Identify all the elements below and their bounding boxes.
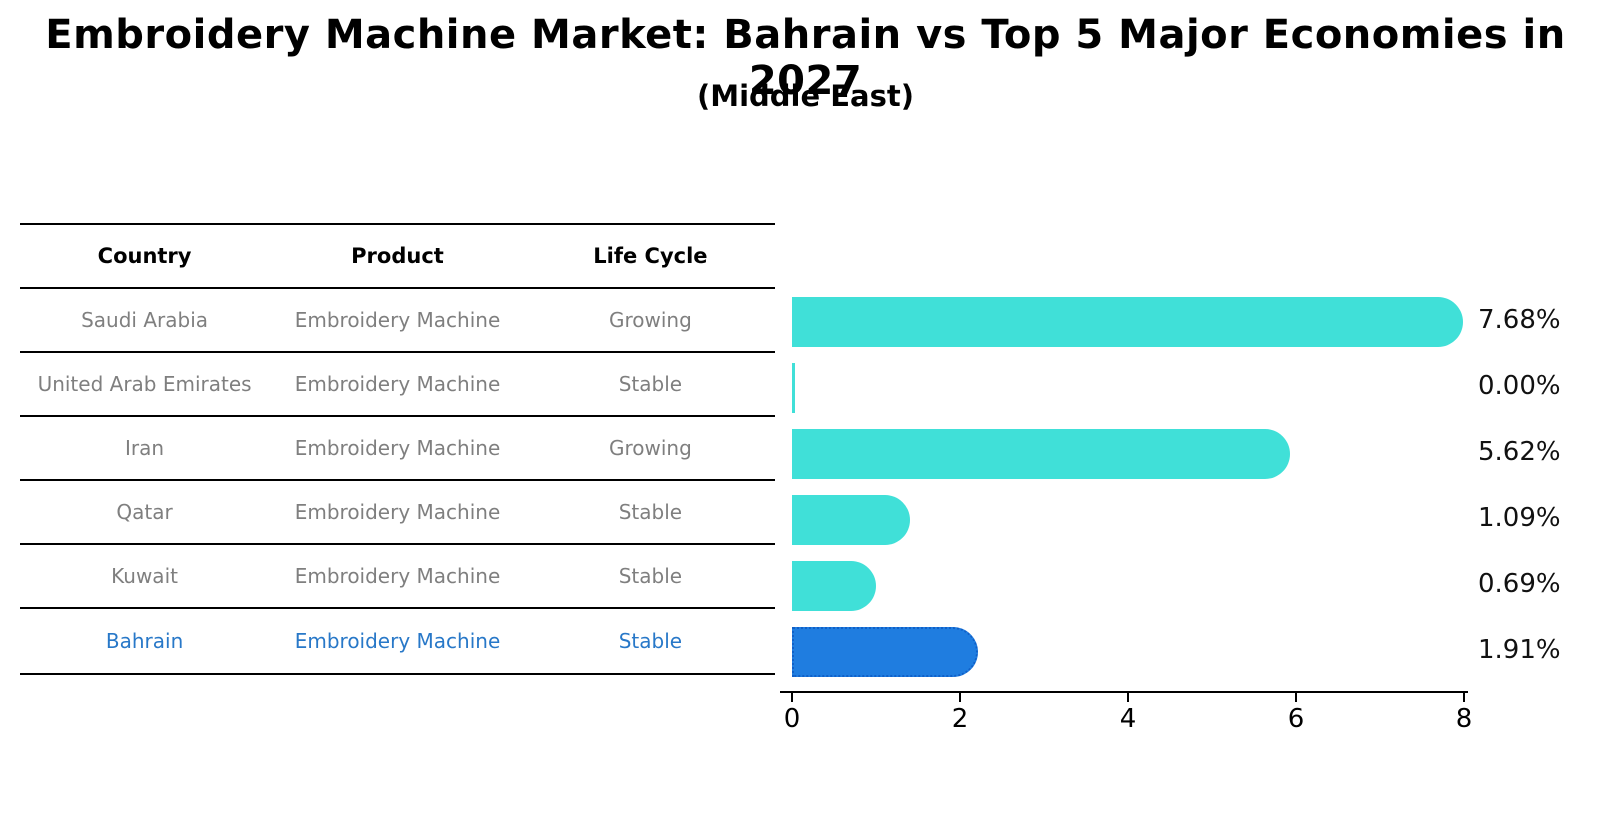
cell-country: United Arab Emirates [37,372,252,396]
value-label-iran: 5.62% [1478,437,1561,467]
value-label-united-arab-emirates: 0.00% [1478,371,1561,401]
table-row-united-arab-emirates: United Arab Emirates Embroidery Machine St… [20,353,775,417]
cell-product: Embroidery Machine [294,564,501,588]
x-tick-label-2: 2 [951,704,969,734]
country-table: Country Product Life Cycle Saudi Arabia E… [20,223,775,675]
cell-life-cycle: Stable [618,500,683,524]
cell-country: Bahrain [105,629,184,653]
table-row-kuwait: Kuwait Embroidery Machine Stable [20,545,775,609]
column-header-product: Product [351,244,444,268]
table-header-row: Country Product Life Cycle [20,225,775,289]
bar-qatar [792,495,910,545]
cell-product: Embroidery Machine [294,629,501,653]
value-label-kuwait: 0.69% [1478,569,1561,599]
value-label-qatar: 1.09% [1478,503,1561,533]
x-tick-mark-8 [1463,692,1465,702]
cell-country: Saudi Arabia [81,308,209,332]
x-tick-mark-2 [959,692,961,702]
cell-country: Qatar [116,500,173,524]
table-body: Saudi Arabia Embroidery Machine Growing Uni… [20,289,775,673]
column-header-life-cycle: Life Cycle [593,244,708,268]
cell-life-cycle: Stable [618,564,683,588]
cell-product: Embroidery Machine [294,372,501,396]
cell-product: Embroidery Machine [294,436,501,460]
x-tick-mark-6 [1295,692,1297,702]
cell-life-cycle: Growing [608,436,692,460]
cell-life-cycle: Stable [618,372,683,396]
value-label-saudi-arabia: 7.68% [1478,305,1561,335]
cell-country: Kuwait [111,564,178,588]
bar-kuwait [792,561,876,611]
column-header-country: Country [97,244,192,268]
cell-product: Embroidery Machine [294,500,501,524]
chart-title: Embroidery Machine Market: Bahrain vs To… [45,12,1566,104]
bar-bahrain [792,627,979,677]
cell-life-cycle: Growing [608,308,692,332]
bar-united-arab-emirates [792,363,795,413]
chart-subtitle: (Middle East) [696,79,915,113]
table-row-bahrain: Bahrain Embroidery Machine Stable [20,609,775,673]
value-label-bahrain: 1.91% [1478,635,1561,665]
x-tick-mark-4 [1127,692,1129,702]
cell-life-cycle: Stable [618,629,683,653]
x-tick-label-4: 4 [1119,704,1137,734]
table-row-saudi-arabia: Saudi Arabia Embroidery Machine Growing [20,289,775,353]
table-row-qatar: Qatar Embroidery Machine Stable [20,481,775,545]
bar-saudi-arabia [792,297,1464,347]
cell-country: Iran [125,436,165,460]
x-tick-label-8: 8 [1455,704,1473,734]
table-row-iran: Iran Embroidery Machine Growing [20,417,775,481]
x-tick-mark-0 [791,692,793,702]
x-tick-label-0: 0 [783,704,801,734]
x-axis-line [780,691,1468,693]
cell-product: Embroidery Machine [294,308,501,332]
bar-iran [792,429,1291,479]
x-tick-label-6: 6 [1287,704,1305,734]
